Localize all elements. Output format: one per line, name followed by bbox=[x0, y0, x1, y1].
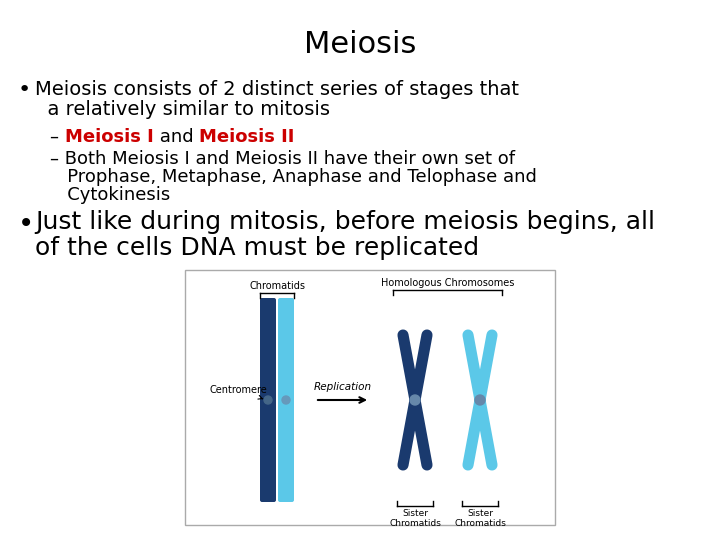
Text: Sister
Chromatids: Sister Chromatids bbox=[389, 509, 441, 529]
Text: – Both Meiosis I and Meiosis II have their own set of: – Both Meiosis I and Meiosis II have the… bbox=[50, 150, 515, 168]
Text: Meiosis: Meiosis bbox=[304, 30, 416, 59]
Text: Meiosis consists of 2 distinct series of stages that: Meiosis consists of 2 distinct series of… bbox=[35, 80, 519, 99]
Text: and: and bbox=[153, 128, 199, 146]
Text: Chromatids: Chromatids bbox=[249, 281, 305, 291]
Text: •: • bbox=[18, 80, 31, 100]
Bar bbox=[185, 270, 555, 525]
Text: Meiosis II: Meiosis II bbox=[199, 128, 294, 146]
Text: of the cells DNA must be replicated: of the cells DNA must be replicated bbox=[35, 236, 479, 260]
Text: Centromere: Centromere bbox=[210, 385, 268, 399]
Text: Replication: Replication bbox=[313, 382, 372, 392]
Text: Sister
Chromatids: Sister Chromatids bbox=[454, 509, 506, 529]
Text: Prophase, Metaphase, Anaphase and Telophase and: Prophase, Metaphase, Anaphase and Teloph… bbox=[50, 168, 537, 186]
Circle shape bbox=[264, 396, 272, 404]
Text: Just like during mitosis, before meiosis begins, all: Just like during mitosis, before meiosis… bbox=[35, 210, 655, 234]
FancyBboxPatch shape bbox=[278, 298, 294, 502]
Circle shape bbox=[475, 395, 485, 405]
Text: •: • bbox=[18, 210, 35, 238]
Text: Meiosis I: Meiosis I bbox=[65, 128, 153, 146]
Text: a relatively similar to mitosis: a relatively similar to mitosis bbox=[35, 100, 330, 119]
Circle shape bbox=[410, 395, 420, 405]
Circle shape bbox=[282, 396, 290, 404]
FancyBboxPatch shape bbox=[260, 298, 276, 502]
Text: –: – bbox=[50, 128, 65, 146]
Text: Cytokinesis: Cytokinesis bbox=[50, 186, 170, 204]
Text: Homologous Chromosomes: Homologous Chromosomes bbox=[381, 278, 514, 288]
